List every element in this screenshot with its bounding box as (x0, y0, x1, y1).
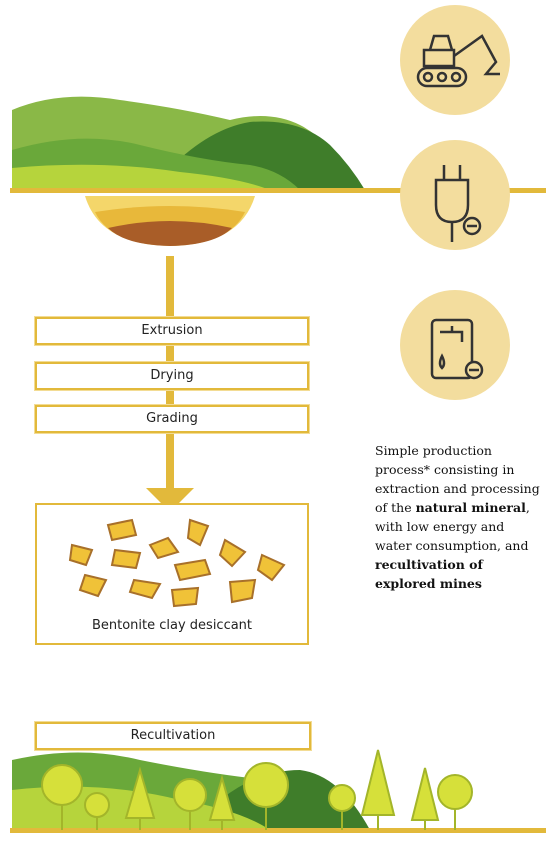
pit (108, 221, 232, 246)
description: Simple production process* consisting in… (375, 441, 540, 593)
icon-excavator (400, 5, 510, 115)
product-label: Bentonite clay desiccant (35, 618, 309, 633)
description-bold: natural mineral (416, 500, 526, 515)
step-box: Drying (35, 362, 309, 390)
description-bold: recultivation of explored mines (375, 557, 483, 591)
step-box: Grading (35, 405, 309, 433)
recultivation-box: Recultivation (35, 722, 311, 750)
ground-line (10, 828, 546, 833)
icon-water (400, 290, 510, 400)
infographic: Extrusion Drying Grading Bentonite clay … (0, 0, 552, 841)
icon-plug (400, 140, 510, 250)
step-box: Extrusion (35, 317, 309, 345)
